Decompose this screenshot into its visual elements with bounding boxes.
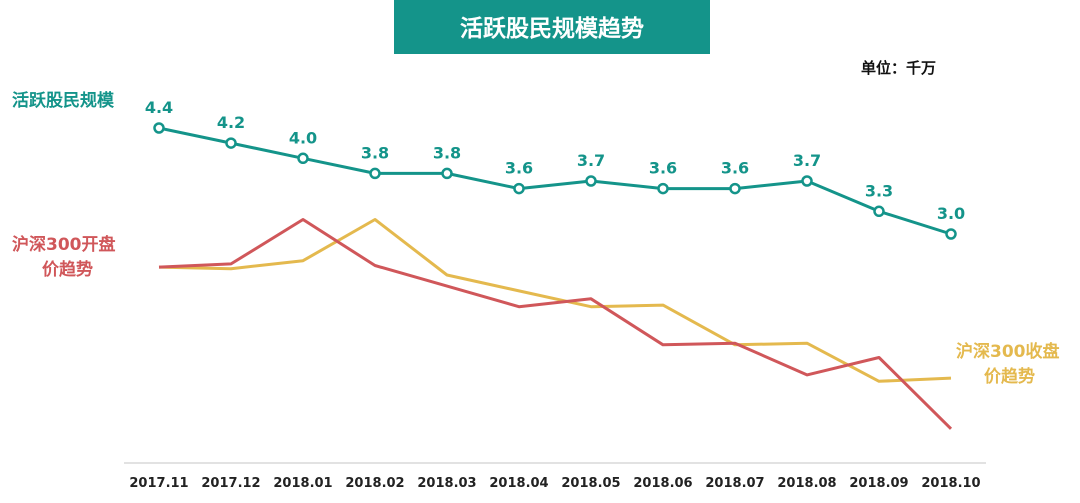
open-price-legend-label-line2: 价趋势 [42, 259, 93, 280]
active-investors-point [585, 175, 597, 187]
active-investors-data-label: 3.6 [649, 159, 677, 178]
active-investors-data-label: 3.6 [721, 159, 749, 178]
active-investors-point [801, 175, 813, 187]
active-investors-point [729, 182, 741, 195]
x-tick-label: 2018.06 [633, 476, 692, 491]
active-investors-point [873, 205, 885, 218]
plot-area: 2017.11 2017.12 2018.01 2018.02 2018.03 2018.… [129, 98, 980, 491]
x-tick-label: 2018.05 [561, 476, 620, 491]
close-price-trend-line [158, 218, 952, 383]
active-investors-data-label: 3.8 [433, 143, 461, 162]
active-investors-data-label: 3.7 [577, 151, 605, 170]
active-investors-point [945, 228, 957, 240]
active-investors-point [657, 182, 669, 195]
chart-title: 活跃股民规模趋势 [460, 16, 644, 42]
active-investors-point [369, 167, 381, 180]
open-price-trend-line [158, 218, 953, 430]
active-investors-data-label: 4.4 [145, 98, 173, 117]
active-investors-point [297, 152, 309, 165]
x-tick-label: 2018.08 [777, 476, 836, 491]
x-tick-label: 2018.01 [273, 476, 332, 491]
active-investors-data-label: 4.0 [289, 128, 317, 147]
x-tick-label: 2018.04 [489, 476, 548, 491]
x-tick-label: 2018.09 [849, 476, 908, 491]
active-investors-data-label: 3.3 [865, 181, 893, 200]
close-price-legend-label-line1: 沪深300收盘 [956, 341, 1060, 362]
title-banner [394, 0, 710, 54]
active-investors-point [153, 122, 165, 134]
active-investors-data-label: 3.6 [505, 159, 533, 178]
unit-label: 单位：千万 [861, 59, 936, 77]
x-tick-label: 2018.07 [705, 476, 764, 491]
active-investors-data-label: 3.7 [793, 151, 821, 170]
active-investors-data-label: 3.8 [361, 143, 389, 162]
active-investors-line [158, 126, 952, 236]
x-tick-label: 2017.11 [129, 476, 188, 491]
active-investors-data-label: 3.0 [937, 204, 965, 223]
active-investors-point [225, 137, 237, 149]
x-tick-label: 2018.03 [417, 476, 476, 491]
active-investors-point [441, 167, 453, 180]
x-tick-label: 2017.12 [201, 476, 260, 491]
active-investors-point [513, 182, 525, 195]
active-investors-data-label: 4.2 [217, 113, 245, 132]
active-investors-legend-label: 活跃股民规模 [12, 90, 115, 111]
x-tick-label: 2018.10 [921, 476, 980, 491]
close-price-legend-label-line2: 价趋势 [984, 366, 1035, 387]
x-tick-label: 2018.02 [345, 476, 404, 491]
open-price-legend-label-line1: 沪深300开盘 [12, 234, 116, 255]
